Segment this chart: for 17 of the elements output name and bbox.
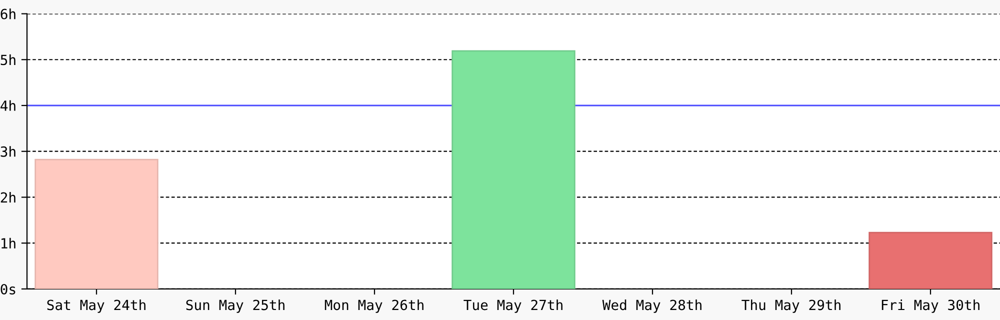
x-tick-label: Sun May 25th bbox=[186, 299, 284, 313]
x-tick-label: Wed May 28th bbox=[602, 299, 702, 313]
y-tick-label: 3h bbox=[0, 146, 16, 157]
bar bbox=[452, 50, 576, 289]
y-tick-label: 1h bbox=[2, 238, 16, 248]
bar bbox=[34, 158, 158, 289]
x-tick-label: Fri May 30th bbox=[882, 299, 980, 313]
y-tick-label: 6h bbox=[0, 8, 16, 20]
x-tick-label: Tue May 27th bbox=[464, 299, 562, 313]
y-tick-label: 2h bbox=[0, 192, 16, 203]
y-tick-label: 0s bbox=[0, 284, 16, 294]
x-tick-label: Mon May 26th bbox=[324, 299, 424, 313]
y-tick-label: 4h bbox=[0, 100, 16, 111]
bar bbox=[868, 232, 992, 289]
x-tick-label: Sat May 24th bbox=[47, 299, 146, 313]
x-tick-label: Thu May 29th bbox=[742, 299, 840, 313]
y-tick-label: 5h bbox=[0, 54, 16, 66]
